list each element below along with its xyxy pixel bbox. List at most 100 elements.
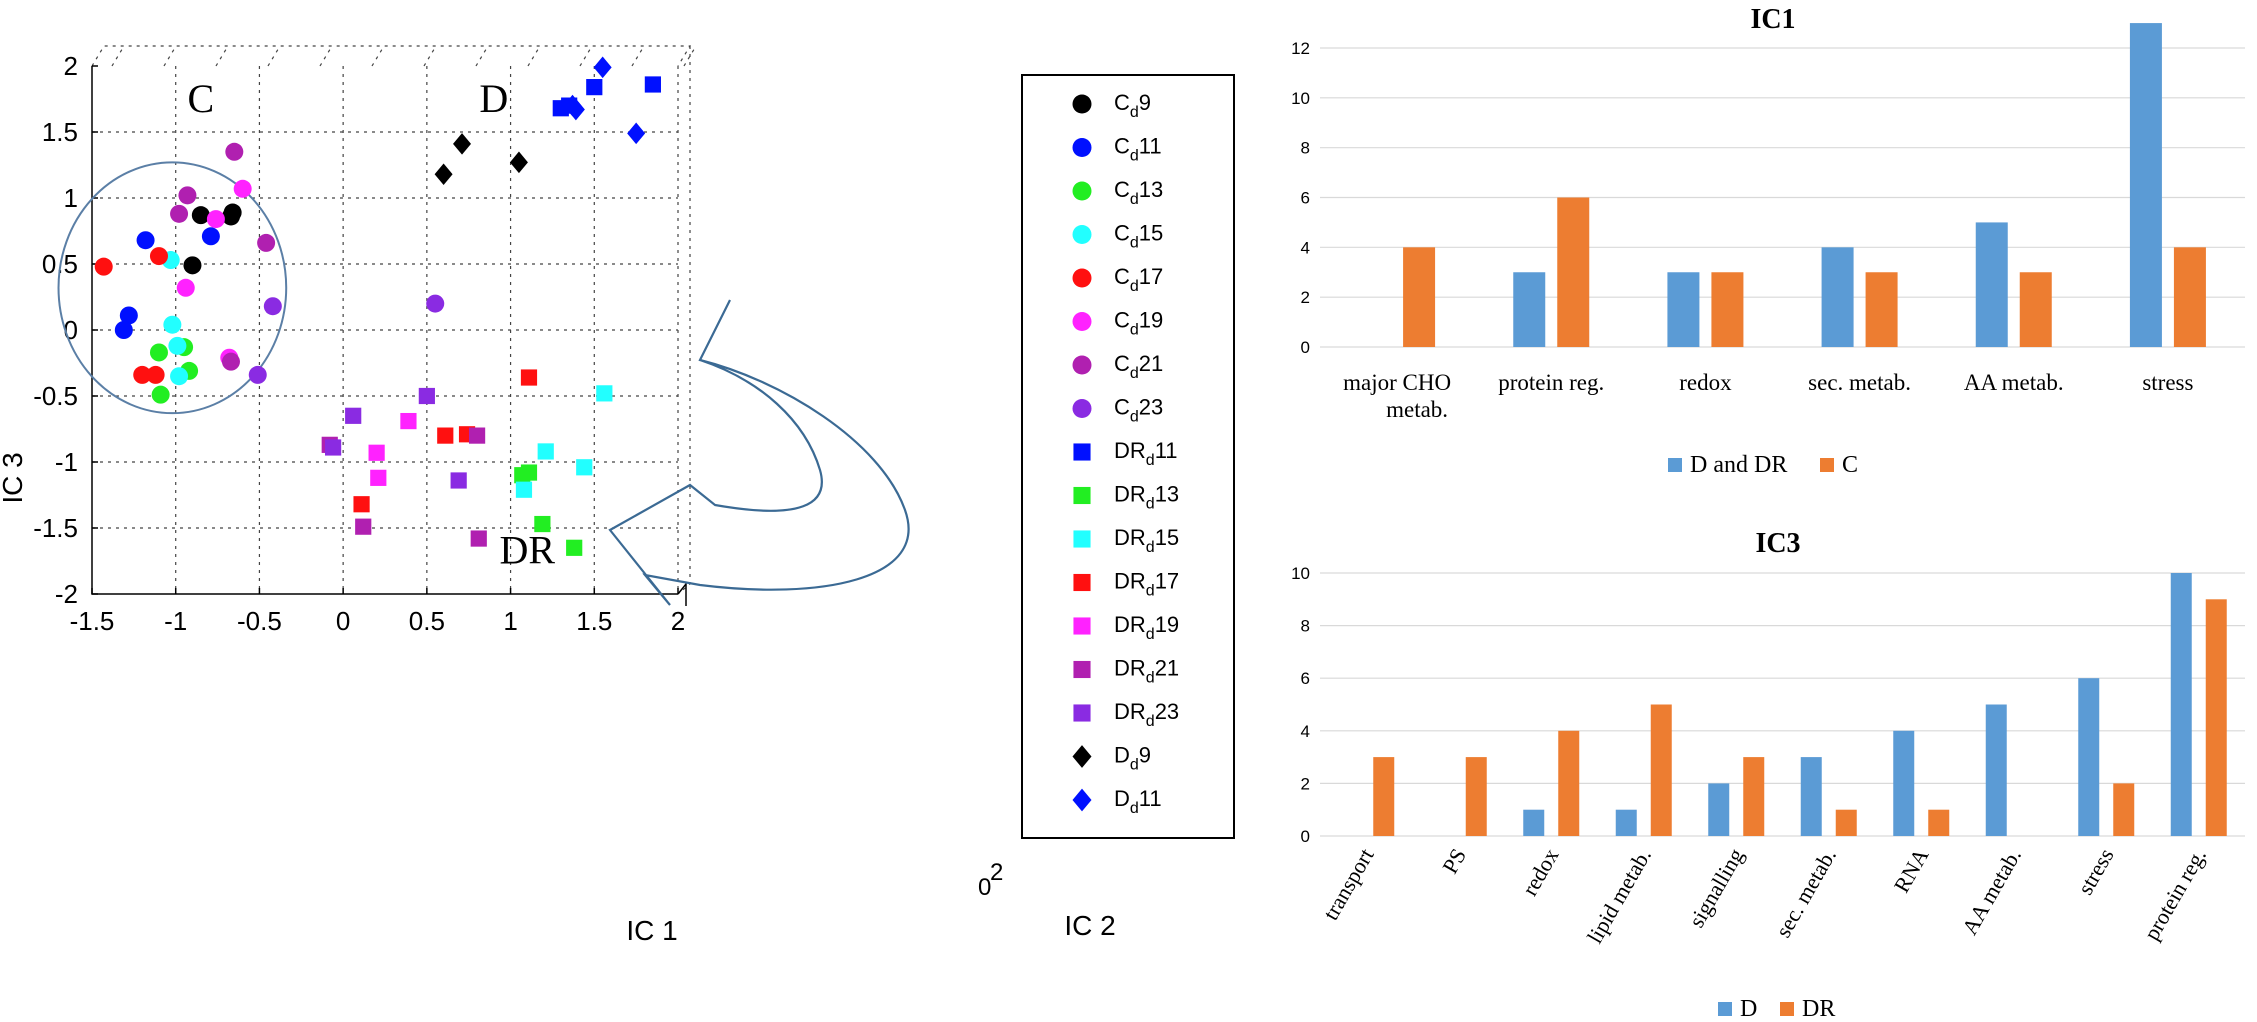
y-tick-label: 0	[1301, 338, 1310, 357]
ic1-legend: D and DR C	[1668, 452, 1858, 478]
frame-depth-line	[631, 45, 645, 67]
frame-depth-line	[111, 45, 125, 67]
bar	[1667, 272, 1700, 347]
scatter-point	[257, 233, 276, 252]
legend-label: Cd11	[1114, 134, 1162, 165]
scatter-point	[368, 444, 385, 461]
scatter-point	[355, 518, 372, 535]
legend-marker	[1073, 573, 1091, 592]
ic3-x-ticks: transport PS redox lipid metab. signalling se…	[1318, 844, 2211, 948]
frame-depth-line	[371, 45, 385, 67]
scatter-point	[426, 294, 445, 313]
scatter-point	[434, 163, 453, 186]
scatter-point	[191, 206, 210, 225]
x-tick-label: -0.5	[237, 606, 282, 636]
scatter-point	[627, 122, 646, 145]
x-tick-label: 0.5	[409, 606, 445, 636]
scatter-point	[149, 247, 168, 266]
scatter-legend: Cd9 Cd11 Cd13 Cd15 Cd17 Cd19 Cd21 Cd23 DRd11 DRd1…	[1021, 74, 1235, 839]
scatter-point	[537, 443, 554, 460]
scatter-point	[468, 427, 486, 444]
bar	[1985, 704, 2007, 836]
scatter-point	[644, 76, 661, 93]
legend-label: DRd23	[1114, 699, 1179, 730]
legend-swatch	[1820, 458, 1834, 472]
x-tick-label: RNA	[1889, 844, 1934, 897]
bar	[2019, 272, 2052, 347]
curved-arrow	[608, 299, 910, 606]
frame-depth-line	[423, 45, 437, 67]
x-tick-label: 1.5	[576, 606, 612, 636]
ic1-bar-chart: IC1 0 2 4 6 8 10 12 major CHO metab. protein reg…	[1291, 4, 2245, 478]
legend-label: DR	[1802, 996, 1835, 1022]
y-tick-label: 8	[1301, 139, 1310, 158]
y-tick-label: 4	[1301, 238, 1310, 257]
y-tick-label: 8	[1301, 617, 1310, 636]
bar	[1615, 809, 1637, 836]
ic3-legend: D DR	[1718, 996, 1835, 1022]
z-axis-stub	[677, 581, 687, 606]
scatter-point	[263, 297, 282, 316]
bar	[2205, 599, 2227, 836]
legend-label: Cd21	[1114, 351, 1163, 382]
bar	[1523, 809, 1545, 836]
bar	[1821, 247, 1854, 347]
scatter-point	[593, 56, 612, 79]
x-tick-label: 0	[336, 606, 350, 636]
legend-label: Dd11	[1114, 786, 1162, 817]
legend-marker	[1072, 312, 1092, 331]
bar	[1708, 783, 1730, 836]
scatter-point	[133, 365, 152, 384]
ic1-title: IC1	[1750, 4, 1795, 35]
legend-entry: Cd9	[1072, 90, 1151, 121]
legend-marker	[1073, 704, 1091, 722]
z-tick-label: 0	[978, 874, 991, 901]
scatter-group-labels: C D DR	[187, 76, 555, 572]
legend-label: D and DR	[1690, 452, 1787, 478]
legend-label: DRd15	[1114, 525, 1179, 556]
legend-marker	[1072, 268, 1092, 288]
scatter-point	[178, 186, 197, 205]
bar	[1465, 757, 1487, 836]
scatter-y-axis-label: IC 3	[0, 452, 28, 503]
legend-label: C	[1842, 452, 1858, 478]
bar	[1711, 272, 1744, 347]
ic3-y-ticks: 0 2 4 6 8 10	[1291, 564, 1310, 846]
group-label-d: D	[479, 76, 508, 121]
scatter-point	[146, 365, 165, 384]
scatter-point	[586, 79, 603, 96]
y-tick-label: 0	[1301, 827, 1310, 846]
x-tick-label: sec. metab.	[1770, 844, 1841, 942]
scatter-point	[151, 385, 170, 404]
scatter-point	[136, 231, 155, 250]
ic1-bars	[1403, 23, 2206, 347]
scatter-point	[206, 210, 225, 229]
ic3-bars	[1373, 573, 2227, 836]
legend-label: DRd21	[1114, 656, 1179, 687]
frame-depth-line	[215, 45, 229, 67]
scatter-point	[520, 464, 538, 481]
x-tick-label: 1	[503, 606, 517, 636]
frame-depth-line	[579, 45, 593, 67]
legend-marker	[1073, 486, 1091, 505]
group-label-c: C	[187, 76, 214, 121]
scatter-gridlines	[91, 66, 679, 595]
legend-label: Cd23	[1114, 395, 1163, 426]
y-tick-label: -2	[55, 579, 78, 609]
legend-label: DRd11	[1114, 438, 1178, 469]
x-tick-label: stress	[2142, 370, 2193, 395]
bar	[1557, 197, 1590, 347]
ic1-x-ticks: major CHO metab. protein reg. redox sec. met…	[1343, 370, 2193, 422]
y-tick-label: 1.5	[42, 117, 78, 147]
y-tick-label: -1.5	[33, 513, 78, 543]
legend-label: DRd17	[1114, 569, 1179, 600]
scatter-point	[324, 439, 342, 456]
scatter-point	[170, 204, 189, 223]
scatter-point	[223, 203, 242, 222]
legend-entry: DRd13	[1073, 482, 1179, 513]
scatter-point	[418, 387, 435, 405]
y-tick-label: 6	[1301, 669, 1310, 688]
y-tick-label: 2	[64, 51, 78, 81]
scatter-point	[168, 336, 187, 355]
legend-label: Cd9	[1114, 90, 1151, 121]
